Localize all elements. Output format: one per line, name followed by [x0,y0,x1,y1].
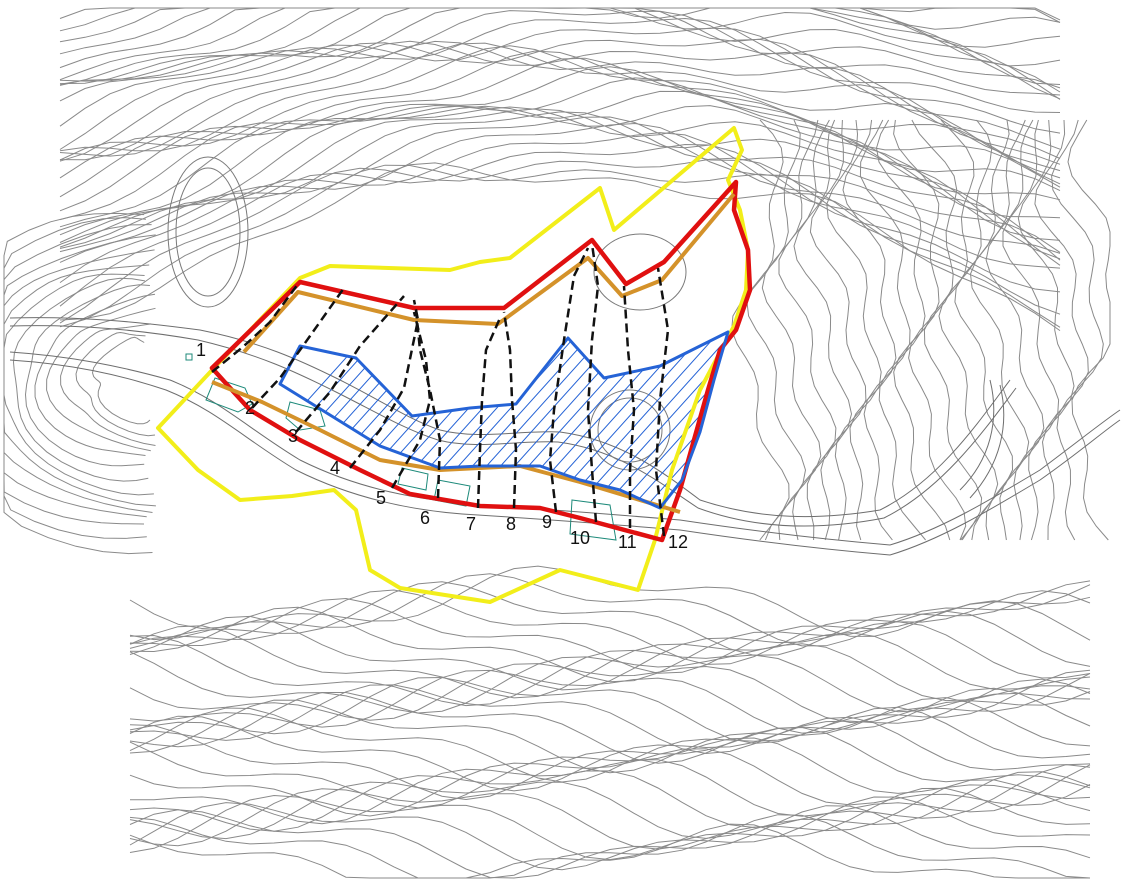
section-label-9: 9 [542,512,552,532]
upper-line-orange [242,192,736,354]
section-label-3: 3 [288,426,298,446]
lower-line-orange [211,380,681,514]
section-labels: 1 2 3 4 5 6 7 8 9 10 11 12 [196,340,688,552]
site-boundary-red [209,179,753,543]
section-line-4 [349,299,420,469]
section-line-11 [622,285,636,528]
section-line-3 [295,295,405,433]
section-label-10: 10 [570,528,590,548]
section-label-2: 2 [245,398,255,418]
section-label-7: 7 [466,514,476,534]
section-label-5: 5 [376,488,386,508]
section-line-2 [251,287,346,409]
section-label-4: 4 [330,458,340,478]
section-label-6: 6 [420,508,430,528]
section-label-12: 12 [668,532,688,552]
section-label-8: 8 [506,514,516,534]
section-line-7 [476,317,502,509]
section-label-11: 11 [618,532,637,552]
contour-lines [3,7,1111,879]
section-line-1 [211,283,300,373]
section-label-1: 1 [196,340,206,360]
section-line-9 [548,247,590,513]
zone-boundary-blue [278,330,730,510]
road-lines [9,317,1121,556]
section-line-12 [654,267,670,537]
section-line-8 [502,311,518,509]
section-line-10 [586,243,600,523]
outer-boundary-yellow [156,126,750,604]
cross-section-lines [211,243,670,537]
